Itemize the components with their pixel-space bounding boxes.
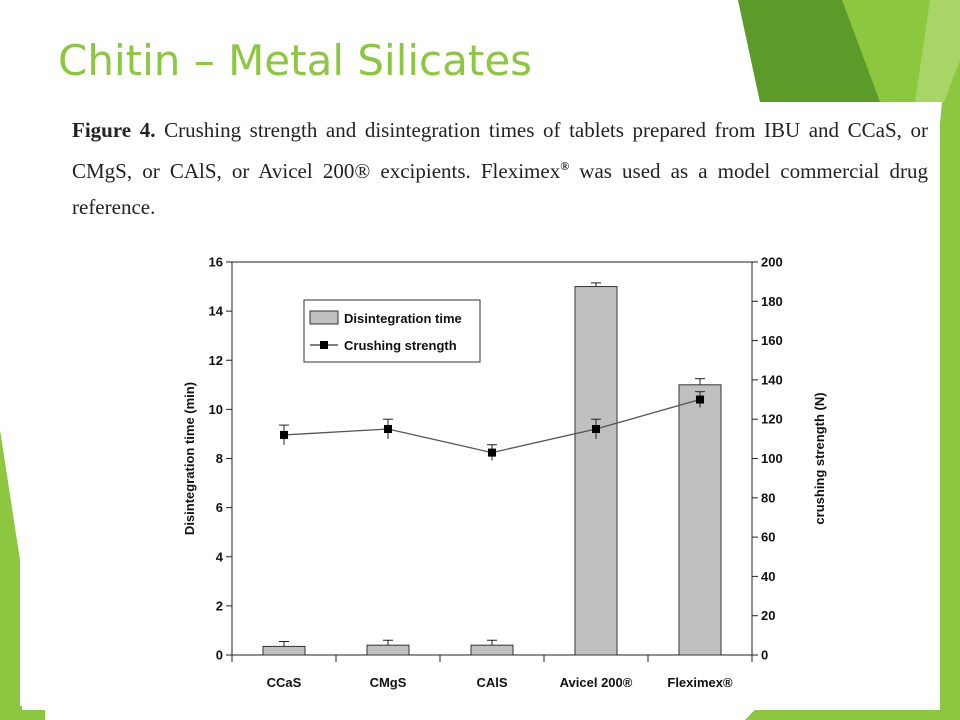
figure-label: Figure 4. bbox=[72, 118, 156, 142]
legend-swatch-bar bbox=[309, 310, 339, 325]
left-axis-tick-label: 14 bbox=[209, 304, 224, 319]
x-axis-tick-label: CMgS bbox=[370, 675, 407, 690]
left-axis-tick-label: 12 bbox=[209, 353, 223, 368]
registered-mark: ® bbox=[560, 159, 570, 173]
crushing-strength-point bbox=[488, 448, 496, 457]
right-axis-tick-label: 40 bbox=[761, 569, 775, 584]
left-axis-tick-label: 4 bbox=[216, 549, 224, 564]
crushing-strength-point bbox=[280, 430, 288, 439]
legend-label-line: Crushing strength bbox=[344, 338, 457, 353]
disintegration-bar bbox=[678, 384, 722, 656]
right-axis-tick-label: 80 bbox=[761, 490, 775, 505]
disintegration-bar bbox=[574, 286, 618, 656]
left-axis-tick-label: 0 bbox=[216, 648, 223, 663]
left-axis-tick-label: 2 bbox=[216, 598, 223, 613]
left-axis-tick-label: 8 bbox=[216, 451, 223, 466]
left-axis-title: Disintegration time (min) bbox=[182, 382, 197, 535]
right-axis-tick-label: 0 bbox=[761, 648, 768, 663]
left-axis-tick-label: 16 bbox=[209, 255, 223, 270]
legend-box bbox=[303, 299, 481, 363]
combo-chart: 0246810121416020406080100120140160180200… bbox=[182, 255, 827, 691]
right-axis-tick-label: 140 bbox=[761, 372, 783, 387]
x-axis-tick-label: CCaS bbox=[267, 675, 302, 690]
x-axis-tick-label: Avicel 200® bbox=[560, 675, 633, 690]
left-axis-tick-label: 6 bbox=[216, 500, 223, 515]
right-accent-mid bbox=[915, 0, 960, 102]
right-axis-title: crushing strength (N) bbox=[812, 392, 827, 524]
x-axis-tick-label: Fleximex® bbox=[667, 675, 733, 690]
left-accent-stripe bbox=[0, 430, 20, 720]
right-axis-tick-label: 120 bbox=[761, 412, 783, 427]
legend-swatch-marker bbox=[320, 341, 328, 349]
right-axis-tick-label: 180 bbox=[761, 294, 783, 309]
crushing-strength-point bbox=[384, 425, 392, 434]
x-axis-tick-label: CAlS bbox=[476, 675, 507, 690]
crushing-strength-point bbox=[592, 425, 600, 434]
right-axis-tick-label: 160 bbox=[761, 333, 783, 348]
slide-title: Chitin – Metal Silicates bbox=[58, 36, 533, 85]
right-axis-tick-label: 60 bbox=[761, 530, 775, 545]
right-axis-tick-label: 20 bbox=[761, 608, 775, 623]
right-axis-tick-label: 100 bbox=[761, 451, 783, 466]
figure-panel: Figure 4. Crushing strength and disinteg… bbox=[22, 102, 940, 710]
legend-label-bar: Disintegration time bbox=[344, 311, 462, 326]
right-axis-tick-label: 200 bbox=[761, 255, 783, 270]
figure-caption-text: Crushing strength and disintegration tim… bbox=[72, 118, 928, 183]
disintegration-bar bbox=[470, 644, 514, 656]
right-accent-dark bbox=[738, 0, 880, 102]
crushing-strength-point bbox=[696, 395, 704, 404]
disintegration-bar bbox=[366, 644, 410, 656]
figure-caption-text-end: was used as a model commercial drug refe… bbox=[72, 159, 928, 219]
disintegration-bar bbox=[262, 645, 306, 656]
figure-caption: Figure 4. Crushing strength and disinteg… bbox=[72, 112, 928, 225]
left-axis-tick-label: 10 bbox=[209, 402, 223, 417]
